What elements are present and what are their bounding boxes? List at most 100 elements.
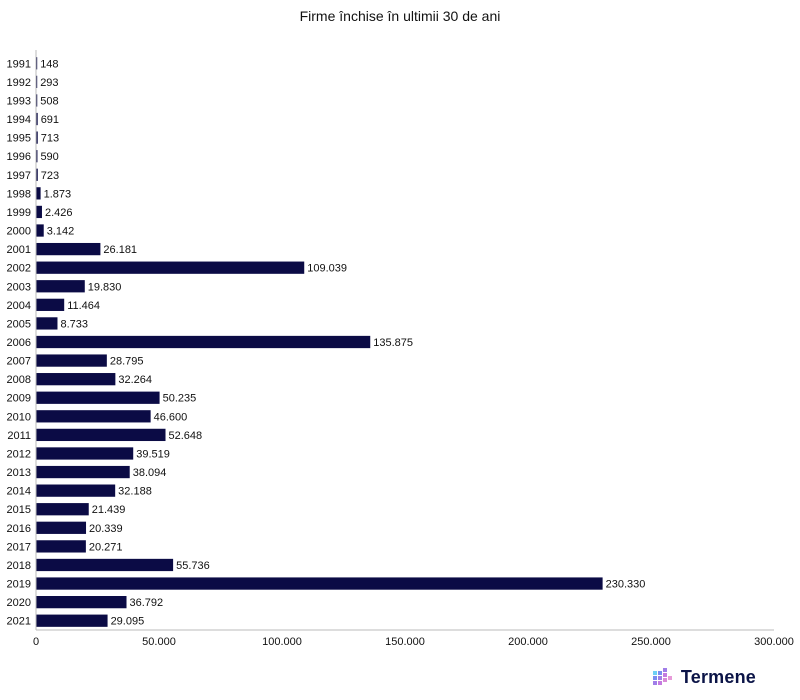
- value-label-2008: 32.264: [118, 374, 152, 386]
- x-tick-label: 150.000: [385, 636, 425, 648]
- category-label-2021: 2021: [7, 616, 31, 628]
- bar-2016: [36, 521, 87, 534]
- category-label-2002: 2002: [7, 263, 31, 275]
- bar-2015: [36, 503, 89, 516]
- category-label-1994: 1994: [7, 114, 31, 126]
- value-label-1992: 293: [40, 77, 58, 89]
- category-label-2007: 2007: [7, 356, 31, 368]
- bar-2017: [36, 540, 86, 553]
- bar-2010: [36, 410, 151, 423]
- bar-1998: [36, 187, 41, 200]
- value-label-2010: 46.600: [154, 411, 188, 423]
- value-label-2001: 26.181: [103, 244, 137, 256]
- value-label-2003: 19.830: [88, 281, 122, 293]
- value-label-2005: 8.733: [60, 318, 88, 330]
- category-label-2009: 2009: [7, 393, 31, 405]
- category-label-1997: 1997: [7, 170, 31, 182]
- value-label-2019: 230.330: [606, 579, 646, 591]
- value-label-2007: 28.795: [110, 356, 144, 368]
- category-label-2001: 2001: [7, 244, 31, 256]
- value-label-2021: 29.095: [111, 616, 145, 628]
- bar-2002: [36, 261, 305, 274]
- bar-2005: [36, 317, 58, 330]
- brand-name: Termene: [680, 667, 756, 687]
- value-label-2000: 3.142: [47, 226, 75, 238]
- bars-layer: [36, 57, 603, 627]
- category-label-2014: 2014: [7, 486, 31, 498]
- value-label-1996: 590: [40, 151, 58, 163]
- value-label-2020: 36.792: [130, 597, 164, 609]
- category-label-2016: 2016: [7, 523, 31, 535]
- value-label-2006: 135.875: [373, 337, 413, 349]
- category-label-1998: 1998: [7, 188, 31, 200]
- bar-1999: [36, 205, 42, 219]
- value-label-2014: 32.188: [118, 486, 152, 498]
- category-label-2020: 2020: [7, 597, 31, 609]
- bar-1997: [36, 168, 38, 181]
- value-label-2009: 50.235: [163, 393, 197, 405]
- category-label-2011: 2011: [7, 430, 31, 442]
- value-label-1991: 148: [40, 58, 58, 70]
- category-label-2003: 2003: [7, 281, 31, 293]
- value-label-2011: 52.648: [169, 430, 203, 442]
- bar-2020: [36, 596, 127, 609]
- category-label-1992: 1992: [7, 77, 31, 89]
- bar-2009: [36, 391, 160, 404]
- bar-1991: [36, 57, 38, 70]
- category-label-2006: 2006: [7, 337, 31, 349]
- category-label-2008: 2008: [7, 374, 31, 386]
- category-label-2000: 2000: [7, 226, 31, 238]
- bar-2007: [36, 354, 107, 367]
- bar-1993: [36, 94, 38, 107]
- category-label-2015: 2015: [7, 504, 31, 516]
- bar-1995: [36, 131, 38, 144]
- value-label-1999: 2.426: [45, 207, 73, 219]
- category-label-2017: 2017: [7, 541, 31, 553]
- value-label-2015: 21.439: [92, 504, 126, 516]
- category-label-2005: 2005: [7, 318, 31, 330]
- value-label-2013: 38.094: [133, 467, 167, 479]
- category-label-2013: 2013: [7, 467, 31, 479]
- bar-2013: [36, 465, 130, 479]
- bar-2019: [36, 577, 603, 590]
- x-tick-label: 200.000: [508, 636, 548, 648]
- bar-2021: [36, 614, 108, 627]
- bar-2014: [36, 484, 116, 497]
- value-label-1995: 713: [41, 133, 59, 145]
- category-label-1999: 1999: [7, 207, 31, 219]
- bar-2004: [36, 298, 65, 311]
- category-label-2004: 2004: [7, 300, 31, 312]
- bar-2001: [36, 242, 101, 256]
- bar-2000: [36, 224, 44, 237]
- bar-2006: [36, 335, 371, 349]
- value-label-1993: 508: [40, 95, 58, 107]
- category-label-1995: 1995: [7, 133, 31, 145]
- category-label-1991: 1991: [7, 58, 31, 70]
- x-tick-label: 0: [33, 636, 39, 648]
- x-tick-label: 250.000: [631, 636, 671, 648]
- labels-layer: 1991 148 1992 293 1993 508 1994 691 1995 713 1996 5…: [7, 58, 646, 627]
- value-label-2016: 20.339: [89, 523, 123, 535]
- value-label-1998: 1.873: [44, 188, 72, 200]
- x-tick-label: 50.000: [142, 636, 176, 648]
- category-label-2018: 2018: [7, 560, 31, 572]
- x-tick-label: 100.000: [262, 636, 302, 648]
- cube-grid-icon: [652, 667, 672, 685]
- value-label-2002: 109.039: [307, 263, 347, 275]
- category-label-2010: 2010: [7, 411, 31, 423]
- brand-logo: Termene: [652, 667, 756, 688]
- bar-2008: [36, 373, 116, 386]
- bar-2018: [36, 558, 174, 572]
- bar-1994: [36, 112, 38, 126]
- category-label-2019: 2019: [7, 579, 31, 591]
- category-label-1993: 1993: [7, 95, 31, 107]
- value-label-2018: 55.736: [176, 560, 210, 572]
- value-label-1994: 691: [41, 114, 59, 126]
- value-label-1997: 723: [41, 170, 59, 182]
- x-tick-label: 300.000: [754, 636, 794, 648]
- value-label-2012: 39.519: [136, 448, 170, 460]
- chart-title: Firme închise în ultimii 30 de ani: [299, 8, 501, 24]
- category-label-1996: 1996: [7, 151, 31, 163]
- bar-2003: [36, 280, 85, 293]
